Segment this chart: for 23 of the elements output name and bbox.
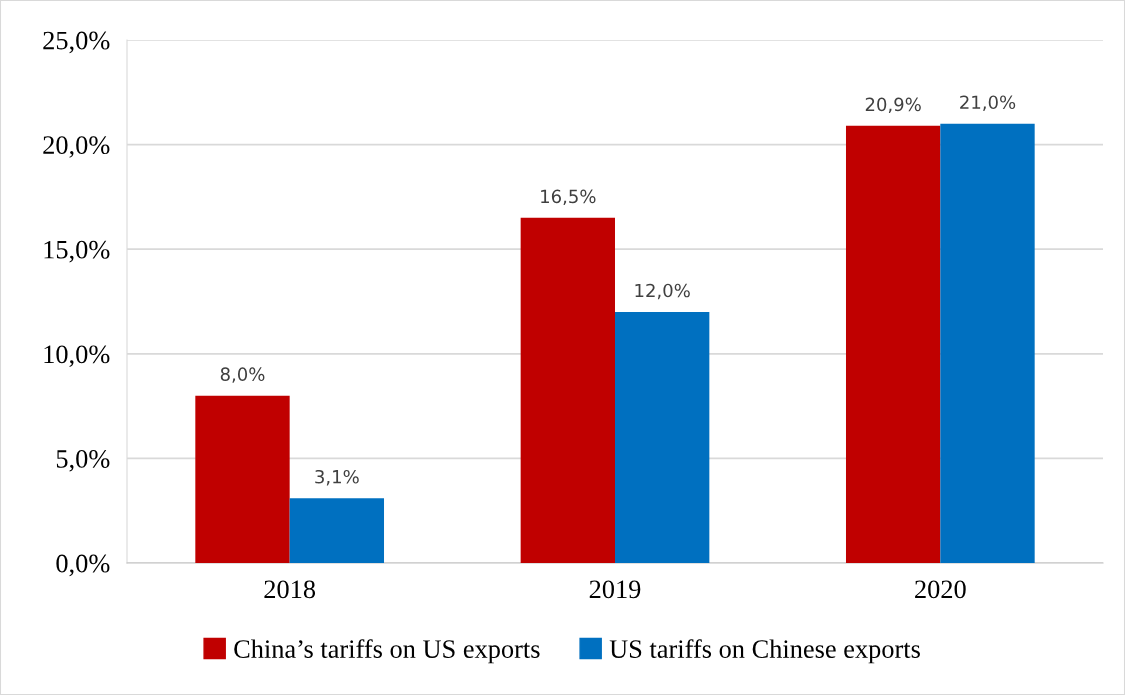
bar (940, 123, 1035, 563)
x-tick-label: 2019 (589, 580, 641, 599)
legend-label: US tariffs on Chinese exports (609, 639, 920, 664)
y-tick-label: 25,0% (43, 31, 110, 54)
bar (289, 498, 385, 563)
data-label: 12,0% (635, 283, 690, 300)
data-label: 8,0% (220, 367, 265, 383)
bar (845, 125, 941, 563)
data-label: 16,5% (541, 189, 596, 206)
y-tick-label: 5,0% (56, 450, 110, 472)
data-label: 3,1% (315, 469, 359, 486)
bar (195, 395, 290, 563)
x-tick-label: 2018 (264, 580, 316, 599)
data-label: 21,0% (960, 95, 1016, 111)
y-tick-label: 10,0% (44, 345, 110, 368)
data-label: 20,9% (865, 97, 921, 113)
y-tick-label: 20,0% (43, 136, 110, 158)
bar (615, 311, 710, 563)
y-tick-label: 15,0% (44, 240, 110, 263)
y-tick-label: 0,0% (56, 554, 110, 577)
bar (520, 217, 615, 563)
x-tick-label: 2020 (915, 580, 966, 599)
legend-label: China’s tariffs on US exports (234, 639, 540, 664)
